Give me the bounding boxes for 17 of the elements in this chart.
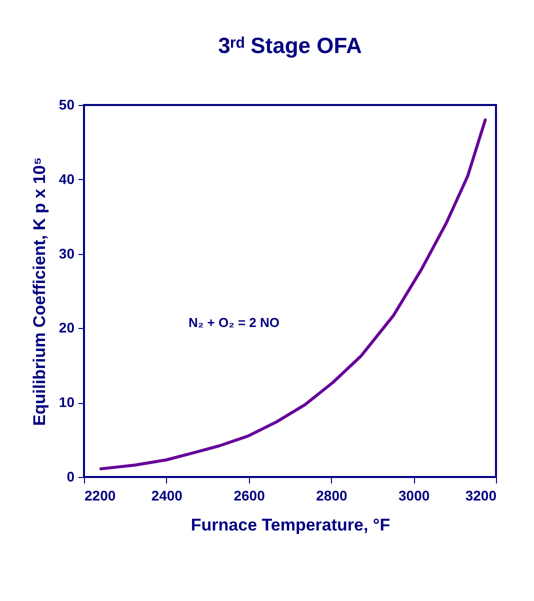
chart-title: 3ʳᵈ Stage OFA xyxy=(218,33,362,58)
y-axis-title: Equilibrium Coefficient, K p x 10⁵ xyxy=(30,157,49,426)
annotation: N₂ + O₂ = 2 NO xyxy=(188,315,280,330)
x-axis-title: Furnace Temperature, °F xyxy=(190,516,390,534)
x-tick-label: 3000 xyxy=(398,488,430,504)
x-tick-label: 2800 xyxy=(316,488,348,504)
x-tick-label: 2200 xyxy=(84,488,116,504)
y-tick-label: 10 xyxy=(58,394,75,410)
x-tick-label: 2600 xyxy=(234,488,266,504)
y-tick-label: 30 xyxy=(58,245,75,262)
line-series xyxy=(99,118,487,470)
y-tick-label: 40 xyxy=(58,170,75,187)
y-tick-label: 0 xyxy=(66,468,75,484)
x-tick-label: 3200 xyxy=(465,488,497,504)
x-tick-label: 2400 xyxy=(151,488,183,504)
y-tick-label: 50 xyxy=(58,96,75,112)
y-tick-label: 20 xyxy=(58,320,75,336)
